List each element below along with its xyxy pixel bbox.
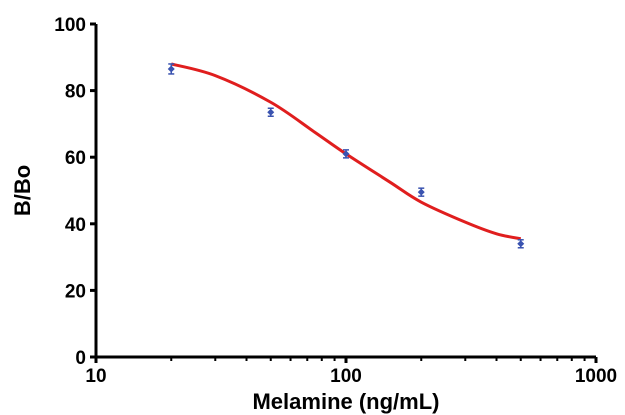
y-tick-label: 0: [75, 348, 86, 369]
y-tick-label: 100: [54, 15, 86, 36]
data-marker: [517, 240, 525, 248]
data-point: [342, 149, 350, 159]
data-point: [267, 107, 275, 117]
data-points: [167, 63, 525, 249]
y-tick-label: 60: [65, 148, 86, 169]
data-point: [417, 187, 425, 197]
x-tick-label: 10: [85, 366, 106, 387]
data-marker: [417, 188, 425, 196]
y-axis-title: B/Bo: [10, 165, 35, 216]
x-ticks: 10 100 1000: [85, 357, 617, 387]
data-marker: [167, 65, 175, 73]
axes: 10 100 1000 0 20 40 60 80 100: [54, 15, 617, 387]
data-point: [517, 239, 525, 249]
y-ticks: 0 20 40 60 80 100: [54, 15, 96, 369]
y-tick-label: 20: [65, 281, 86, 302]
x-tick-label: 1000: [575, 366, 617, 387]
data-point: [167, 63, 175, 75]
x-tick-label: 100: [330, 366, 362, 387]
y-tick-label: 40: [65, 215, 86, 236]
x-axis-title: Melamine (ng/mL): [252, 389, 439, 414]
data-marker: [342, 150, 350, 158]
y-tick-label: 80: [65, 82, 86, 103]
fit-curve: [170, 62, 522, 241]
data-marker: [267, 108, 275, 116]
